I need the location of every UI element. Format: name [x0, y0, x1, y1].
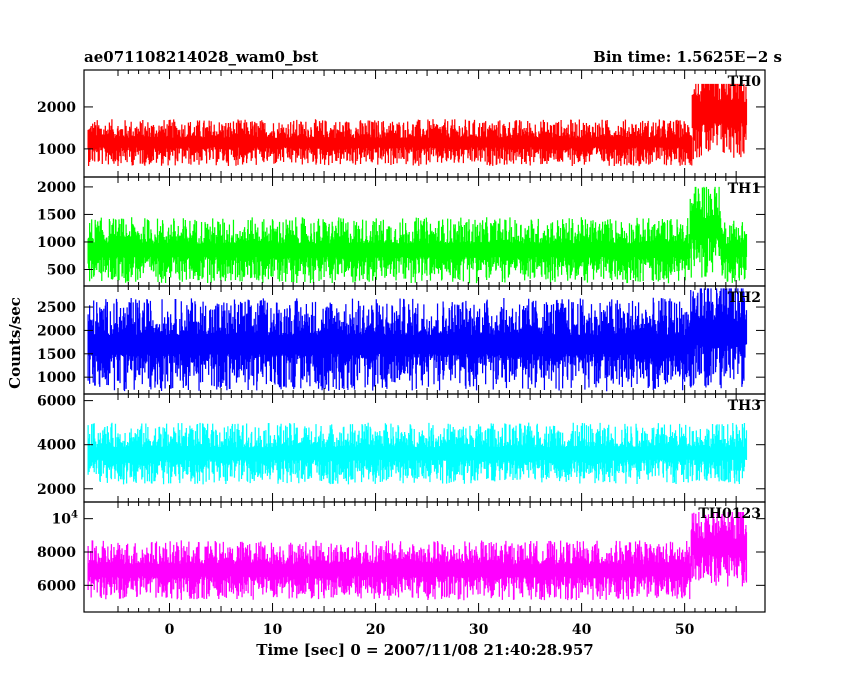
x-tick-labels: 0 10 20 30 40 50 — [165, 622, 695, 638]
panel-label: TH2 — [728, 290, 761, 306]
panel-th2: 1000 1500 2000 2500 TH2 — [37, 285, 766, 395]
series-th0123 — [87, 512, 748, 601]
y-axis-label: Counts/sec — [6, 297, 24, 389]
y-tick-label: 1000 — [37, 235, 76, 251]
panel-label: TH0 — [728, 74, 762, 90]
y-tick-label: 500 — [47, 262, 76, 278]
panel-th0123: 6000 8000 104 TH0123 — [37, 501, 766, 613]
panel-th3: 2000 4000 6000 TH3 — [37, 393, 766, 503]
x-tick-label: 40 — [572, 622, 592, 638]
y-tick-label: 4000 — [37, 438, 76, 454]
x-tick-label: 10 — [263, 622, 283, 638]
panels: 1000 2000 TH0 500 1000 1500 2000 TH1 1000 1500 200… — [37, 69, 766, 613]
bin-time-label: Bin time: 1.5625E−2 s — [593, 48, 782, 66]
y-tick-label: 8000 — [37, 545, 76, 561]
x-tick-label: 20 — [366, 622, 386, 638]
y-tick-label: 6000 — [37, 578, 76, 594]
y-tick-label: 1500 — [37, 347, 76, 363]
series-th1 — [87, 186, 748, 284]
series-th2 — [87, 288, 748, 392]
y-tick-label: 1000 — [37, 142, 76, 158]
panel-frame — [83, 501, 766, 613]
panel-label: TH0123 — [698, 506, 761, 522]
y-tick-label: 2500 — [37, 300, 76, 316]
y-tick-label: 6000 — [37, 394, 76, 410]
x-tick-label: 30 — [469, 622, 489, 638]
y-tick-label: 2000 — [37, 100, 76, 116]
x-tick-label: 0 — [165, 622, 175, 638]
panel-th0: 1000 2000 TH0 — [37, 69, 766, 178]
y-tick-label: 2000 — [37, 180, 76, 196]
chart-title: ae071108214028_wam0_bst — [84, 48, 318, 66]
y-tick-label: 1000 — [37, 370, 76, 386]
series-th0 — [87, 83, 748, 167]
series-th3 — [87, 422, 748, 485]
panel-label: TH3 — [728, 398, 761, 414]
y-tick-label: 2000 — [37, 482, 76, 498]
panel-label: TH1 — [728, 181, 761, 197]
y-tick-label: 2000 — [37, 323, 76, 339]
x-tick-label: 50 — [675, 622, 695, 638]
panel-th1: 500 1000 1500 2000 TH1 — [37, 176, 766, 287]
y-tick-label: 104 — [52, 510, 78, 528]
x-axis-label: Time [sec] 0 = 2007/11/08 21:40:28.957 — [256, 641, 593, 659]
y-tick-label: 1500 — [37, 207, 76, 223]
